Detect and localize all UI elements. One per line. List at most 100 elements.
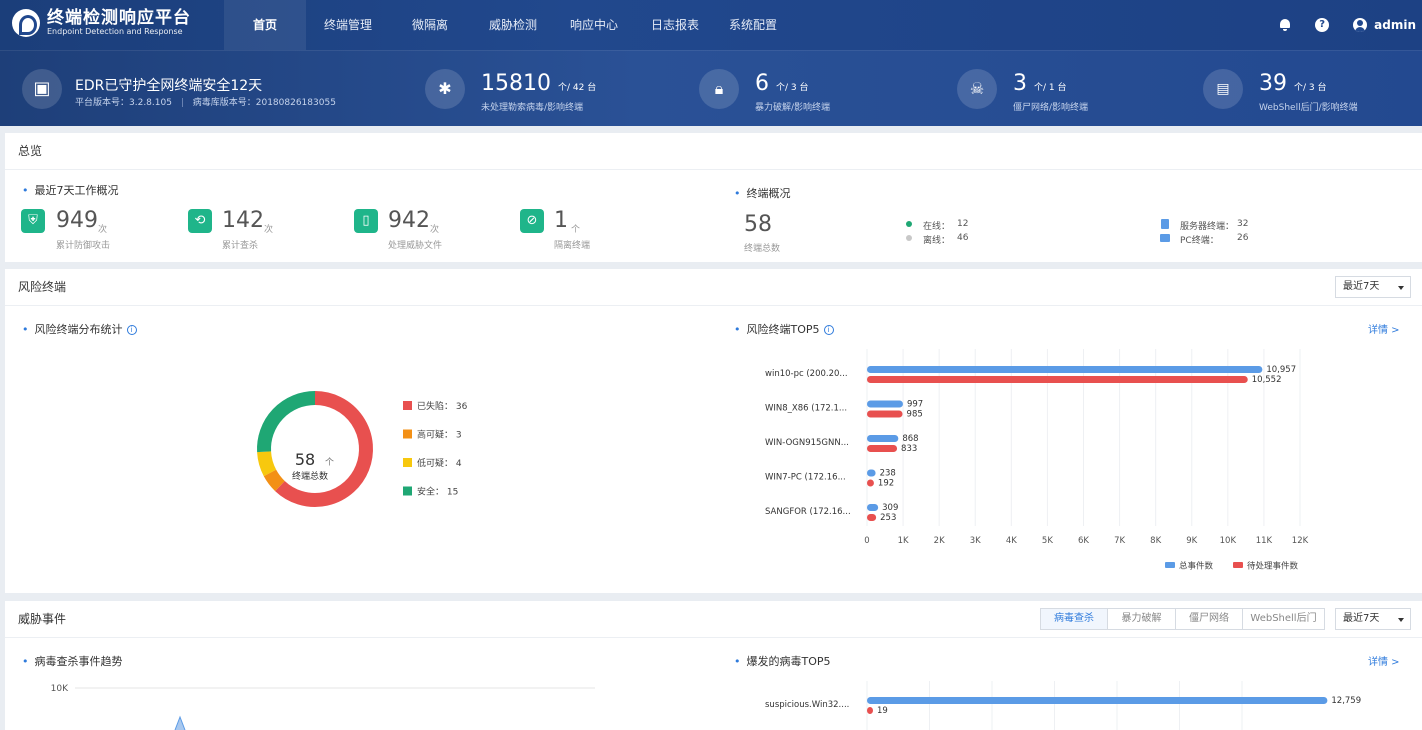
category-label: suspicious.Win32....: [765, 700, 849, 710]
ransomware-label: 未处理勒索病毒/影响终端: [481, 103, 584, 113]
x-tick-label: 11K: [1256, 536, 1273, 546]
legend-swatch: [403, 429, 412, 439]
nav-item-terminal-mgmt[interactable]: 终端管理: [323, 18, 372, 32]
info-icon[interactable]: i: [126, 325, 137, 335]
virus-trend-text: 病毒查杀事件趋势: [34, 655, 123, 668]
logo-icon: [12, 9, 40, 37]
nav-item-log-report[interactable]: 日志报表: [650, 18, 699, 32]
offline-label: 离线：: [923, 236, 951, 246]
donut-center-unit: 个: [325, 457, 334, 468]
nav-item-home[interactable]: 首页: [224, 0, 306, 50]
threat-tabs: 病毒查杀 暴力破解 僵尸网络 WebShell后门: [1040, 608, 1325, 630]
week-summary-title: • 最近7天工作概况: [22, 184, 119, 197]
file-icon: ▯: [354, 209, 378, 233]
kpi-defense-num: 949: [56, 208, 98, 233]
legend-swatch: [1233, 562, 1243, 568]
kpi-file-num: 942: [388, 208, 430, 233]
bruteforce-unit: 个/ 3 台: [776, 83, 809, 93]
bar: [867, 400, 903, 408]
risk-top5-text: 风险终端TOP5: [746, 323, 820, 336]
risk-range-select[interactable]: 最近7天: [1335, 276, 1411, 298]
tab-virus-scan[interactable]: 病毒查杀: [1040, 608, 1108, 630]
legend-label: 总事件数: [1179, 561, 1214, 572]
nav-item-micro-isolation[interactable]: 微隔离: [411, 18, 448, 32]
virus-trend-chart: 10K: [51, 684, 595, 730]
nav-item-system-config[interactable]: 系统配置: [728, 18, 777, 32]
virus-top5-title: • 爆发的病毒TOP5: [734, 655, 831, 668]
bar: [867, 504, 879, 511]
online-value: 12: [957, 219, 969, 229]
kpi-scan-label: 累计查杀: [222, 241, 259, 251]
x-tick-label: 0: [864, 536, 869, 546]
bar: [867, 366, 1263, 373]
bar: [867, 707, 873, 714]
donut-center-label: 终端总数: [292, 470, 328, 482]
logo[interactable]: 终端检测响应平台 Endpoint Detection and Response: [12, 9, 191, 37]
donut-slice: [257, 391, 316, 453]
x-tick-label: 10K: [1220, 536, 1237, 546]
bruteforce-count[interactable]: 6 个/ 3 台: [755, 71, 808, 96]
skull-icon: ☠: [957, 69, 997, 109]
app-subtitle: Endpoint Detection and Response: [47, 27, 183, 36]
overview-panel: 总览 • 最近7天工作概况 ⛨ 949 次 累计防御攻击 ⟲ 142 次 累计查杀…: [5, 133, 1422, 262]
x-tick-label: 8K: [1150, 536, 1161, 546]
legend-label: 低可疑： 4: [417, 457, 462, 469]
category-label: SANGFOR (172.16...: [765, 507, 851, 517]
pc-value: 26: [1237, 233, 1249, 243]
offline-dot: [906, 235, 912, 241]
threat-title: 威胁事件: [5, 601, 1422, 638]
bar-value-label: 12,759: [1331, 696, 1361, 706]
online-dot: [906, 221, 912, 227]
bell-icon[interactable]: [1279, 19, 1291, 31]
botnet-count[interactable]: 3 个/ 1 台: [1013, 71, 1066, 96]
threat-range-select[interactable]: 最近7天: [1335, 608, 1411, 630]
terminal-overview-title: • 终端概况: [734, 187, 791, 200]
offline-value: 46: [957, 233, 969, 243]
x-tick-label: 2K: [934, 536, 945, 546]
tab-bruteforce[interactable]: 暴力破解: [1107, 608, 1176, 630]
online-label: 在线：: [923, 222, 951, 232]
isolate-icon: ⊘: [520, 209, 544, 233]
x-tick-label: 4K: [1006, 536, 1017, 546]
webshell-num: 39: [1259, 71, 1287, 96]
virus-detail-link[interactable]: 详情 >: [1368, 657, 1400, 668]
webshell-count[interactable]: 39 个/ 3 台: [1259, 71, 1326, 96]
monitor-icon: ▣: [22, 69, 62, 109]
webshell-label: WebShell后门/影响终端: [1259, 103, 1358, 113]
user-name[interactable]: admin: [1374, 18, 1416, 32]
x-tick-label: 6K: [1078, 536, 1089, 546]
terminal-total-num: 58: [744, 212, 772, 237]
user-icon[interactable]: [1353, 18, 1368, 32]
bar-value-label: 19: [877, 706, 888, 716]
donut-slice: [257, 451, 277, 477]
donut-center-value: 58: [295, 450, 315, 469]
info-icon[interactable]: i: [823, 325, 834, 335]
x-tick-label: 1K: [898, 536, 909, 546]
nav-item-response[interactable]: 响应中心: [569, 18, 618, 32]
kpi-scan-unit: 次: [264, 225, 274, 235]
risk-detail-link[interactable]: 详情 >: [1368, 325, 1400, 336]
virus-top5-chart: suspicious.Win32.... 12,759 19: [765, 681, 1361, 730]
overview-title: 总览: [5, 133, 1422, 170]
bar-value-label: 10,552: [1252, 375, 1282, 385]
tab-webshell[interactable]: WebShell后门: [1242, 608, 1325, 630]
bar: [867, 435, 899, 442]
bruteforce-num: 6: [755, 71, 769, 96]
bug-icon: ✱: [425, 69, 465, 109]
category-label: win10-pc (200.20...: [765, 369, 848, 379]
bar-value-label: 985: [907, 410, 923, 420]
bar-value-label: 253: [880, 513, 896, 523]
kpi-isolate-unit: 个: [571, 225, 581, 235]
virus-trend-title: • 病毒查杀事件趋势: [22, 655, 123, 668]
kpi-defense-label: 累计防御攻击: [56, 241, 111, 251]
ransomware-count[interactable]: 15810 个/ 42 台: [481, 71, 596, 96]
help-icon[interactable]: ?: [1315, 18, 1330, 32]
threat-panel: 威胁事件 病毒查杀 暴力破解 僵尸网络 WebShell后门 最近7天 • 病毒查…: [5, 601, 1422, 730]
risk-dist-text: 风险终端分布统计: [34, 323, 123, 336]
pc-icon: [1160, 234, 1170, 242]
nav-item-threat-detect[interactable]: 威胁检测: [488, 18, 537, 32]
x-tick-label: 9K: [1186, 536, 1197, 546]
version-info: 平台版本号：3.2.8.105 | 病毒库版本号：20180826183055: [75, 98, 336, 108]
donut-slice: [275, 391, 373, 507]
tab-botnet[interactable]: 僵尸网络: [1175, 608, 1243, 630]
